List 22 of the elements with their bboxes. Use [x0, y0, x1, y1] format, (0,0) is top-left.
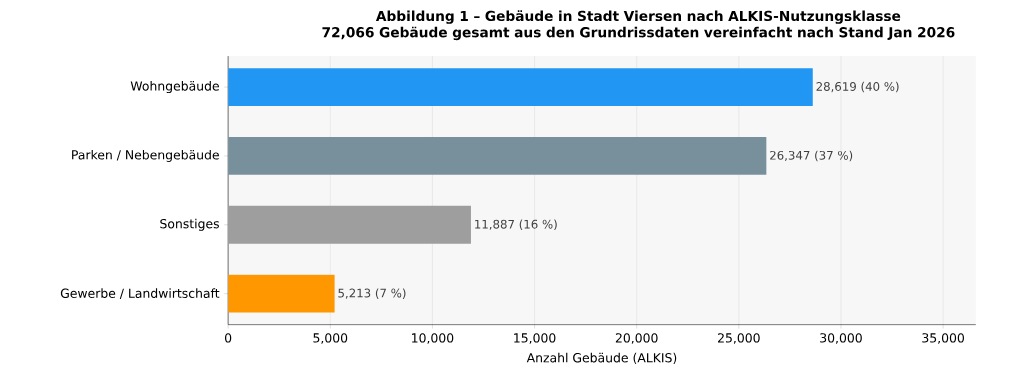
data-label: 28,619 (40 %)	[816, 81, 899, 93]
bar	[228, 274, 335, 313]
chart-title: Abbildung 1 – Gebäude in Stadt Viersen nach ALKIS-Nutzungsklasse 72,066 Gebäude gesamt aus den Grundrissdaten vereinfacht nach Stand Jan 2026	[322, 10, 955, 41]
x-tick-label: 5,000	[313, 333, 348, 344]
y-tick-label: Wohngebäude	[130, 81, 219, 94]
x-tick-label: 30,000	[820, 333, 862, 344]
bar	[228, 206, 471, 244]
x-tick-label: 20,000	[615, 333, 658, 344]
data-label: 11,887 (16 %)	[475, 219, 557, 231]
y-tick-label: Parken / Nebengebäude	[72, 150, 219, 163]
x-tick-label: 10,000	[412, 333, 454, 344]
x-tick-label: 15,000	[514, 333, 556, 344]
data-label: 5,213 (7 %)	[338, 288, 406, 300]
bar	[228, 68, 813, 107]
x-tick-label: 0	[225, 333, 232, 343]
y-tick-label: Sonstiges	[160, 218, 219, 231]
y-tick-label: Gewerbe / Landwirtschaft	[60, 288, 220, 300]
x-tick-label: 35,000	[922, 333, 964, 344]
data-label: 26,347 (37 %)	[770, 150, 853, 162]
x-axis-title: Anzahl Gebäude (ALKIS)	[526, 352, 677, 365]
x-tick-label: 25,000	[718, 333, 760, 344]
bar	[228, 137, 767, 176]
